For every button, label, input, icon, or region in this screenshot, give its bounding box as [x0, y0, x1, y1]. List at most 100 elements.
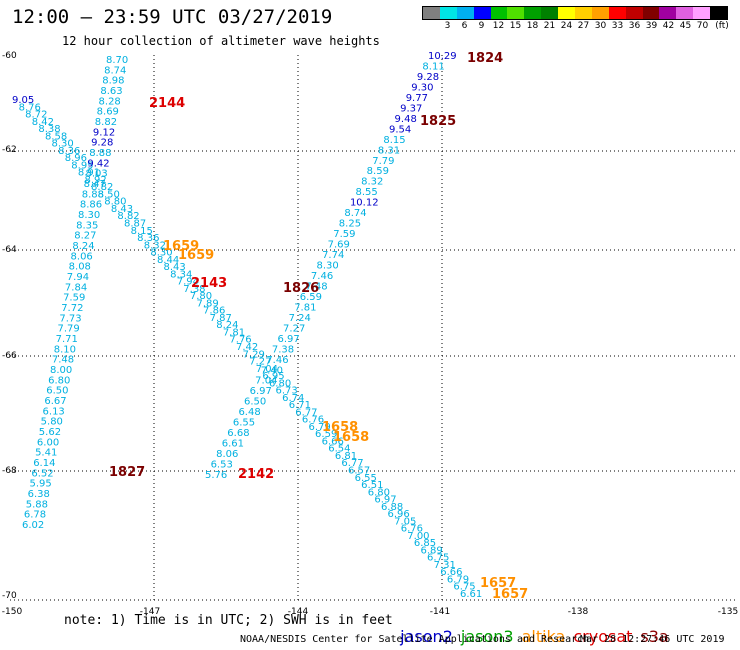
wave-height-label: 8.82 — [95, 117, 117, 128]
wave-height-label: 6.55 — [355, 473, 377, 484]
wave-height-label: 8.76 — [19, 102, 41, 113]
wave-height-label: 6.80 — [368, 487, 390, 498]
wave-height-label: 7.27 — [283, 323, 305, 334]
legend-label: 45 — [679, 21, 692, 31]
satellite-legend: jason2 jason3 altika cryosat s3a — [390, 608, 677, 646]
wave-height-label: 8.88 — [89, 148, 111, 159]
legend-swatch — [456, 7, 474, 19]
wave-height-label: 8.24 — [72, 241, 94, 252]
lon-tick-label: -147 — [140, 607, 160, 617]
wave-height-label: 7.59 — [63, 293, 85, 304]
wave-height-label: 5.62 — [39, 427, 61, 438]
lat-tick-label: -66 — [2, 351, 17, 361]
pass-time-label: 2143 — [191, 276, 227, 291]
wave-height-label: 8.03 — [85, 169, 107, 180]
wave-height-label: 8.43 — [164, 262, 186, 273]
wave-height-label: 6.61 — [222, 439, 244, 450]
wave-height-label: 7.87 — [210, 313, 232, 324]
wave-height-label: 6.76 — [401, 524, 423, 535]
wave-height-label: 8.06 — [71, 251, 93, 262]
wave-height-label: 6.81 — [335, 451, 357, 462]
wave-height-label: 7.94 — [177, 277, 199, 288]
page-subtitle: 12 hour collection of altimeter wave hei… — [62, 34, 380, 48]
wave-height-label: 7.42 — [236, 342, 258, 353]
wave-height-label: 6.67 — [44, 396, 66, 407]
wave-height-label: 6.66 — [322, 436, 344, 447]
lat-tick-label: -70 — [2, 591, 17, 601]
wave-height-label: 8.74 — [344, 208, 366, 219]
wave-height-label: 7.69 — [328, 240, 350, 251]
wave-height-tracks: 9.058.768.728.428.388.588.308.368.968.95… — [12, 51, 482, 600]
wave-height-label: 6.95 — [262, 371, 284, 382]
pass-time-label: 1658 — [322, 420, 358, 435]
wave-height-label: 6.48 — [238, 407, 260, 418]
wave-height-label: 8.10 — [54, 344, 76, 355]
footer-note: note: 1) Time is in UTC; 2) SWH is in fe… — [64, 613, 393, 628]
wave-height-label: 6.97 — [250, 386, 272, 397]
wave-height-label: 10.12 — [350, 198, 379, 209]
pass-time-label: 2144 — [149, 96, 185, 111]
wave-height-label: 7.48 — [305, 281, 327, 292]
wave-height-label: 6.38 — [28, 489, 50, 500]
wave-height-label: 8.32 — [144, 240, 166, 251]
legend-unit: (ft) — [715, 21, 729, 31]
pass-time-label: 1827 — [109, 465, 145, 480]
legend-label: 24 — [560, 21, 573, 31]
wave-height-label: 7.05 — [394, 516, 416, 527]
wave-height-label: 5.95 — [29, 479, 51, 490]
pass-time-label: 1826 — [283, 281, 319, 296]
wave-height-label: 7.76 — [229, 335, 251, 346]
wave-height-label: 8.70 — [106, 55, 128, 66]
wave-height-label: 8.32 — [361, 177, 383, 188]
wave-height-label: 7.79 — [57, 324, 79, 335]
wave-height-label: 5.88 — [26, 499, 48, 510]
map-grid — [10, 55, 735, 601]
wave-height-label: 7.38 — [272, 344, 294, 355]
pass-time-label: 1659 — [178, 248, 214, 263]
sat-s3a: s3a — [640, 627, 669, 646]
color-scale-labels: 3 6 9 12 15 18 21 24 27 30 33 36 39 42 45 70 (ft) — [422, 21, 732, 33]
wave-height-label: 7.79 — [372, 156, 394, 167]
legend-swatch — [575, 7, 592, 19]
wave-height-label: 9.30 — [411, 82, 433, 93]
wave-height-label: 8.30 — [52, 139, 74, 150]
wave-height-label: 6.89 — [420, 545, 442, 556]
lon-tick-label: -138 — [568, 607, 589, 617]
wave-height-label: 6.53 — [211, 460, 233, 471]
wave-height-label: 7.80 — [190, 291, 212, 302]
wave-height-label: 8.63 — [100, 86, 122, 97]
legend-swatch — [591, 7, 609, 19]
wave-height-label: 10.29 — [428, 51, 457, 62]
generated-timestamp: Mar 28 12:27:46 UTC 2019 — [580, 634, 725, 645]
legend-label: 15 — [509, 21, 522, 31]
wave-height-label: 7.04 — [255, 376, 277, 387]
wave-height-label: 8.36 — [58, 146, 80, 157]
wave-height-label: 7.86 — [203, 306, 225, 317]
wave-height-label: 7.46 — [266, 355, 288, 366]
wave-height-label: 6.66 — [440, 567, 462, 578]
wave-height-label: 6.68 — [227, 428, 249, 439]
legend-label: 39 — [645, 21, 658, 31]
wave-height-label: 8.38 — [38, 124, 60, 135]
lat-tick-label: -64 — [2, 245, 17, 255]
pass-time-label: 1659 — [163, 239, 199, 254]
wave-height-label: 8.91 — [78, 168, 100, 179]
wave-height-label: 8.31 — [378, 145, 400, 156]
wave-height-label: 7.73 — [59, 313, 81, 324]
wave-height-label: 8.06 — [216, 449, 238, 460]
pass-time-label: 1657 — [480, 576, 516, 591]
wave-height-label: 8.74 — [104, 65, 126, 76]
wave-height-label: 8.28 — [99, 96, 121, 107]
lat-tick-label: -60 — [2, 51, 17, 61]
wave-height-label: 8.27 — [74, 231, 96, 242]
wave-height-label: 8.34 — [170, 269, 192, 280]
legend-swatch — [608, 7, 626, 19]
wave-height-label: 6.02 — [22, 520, 44, 531]
wave-height-label: 8.50 — [98, 189, 120, 200]
wave-height-label: 9.42 — [87, 158, 109, 169]
wave-height-label: 8.00 — [50, 365, 72, 376]
wave-height-label: 6.97 — [277, 334, 299, 345]
wave-height-label: 6.77 — [295, 407, 317, 418]
wave-height-label: 7.31 — [434, 560, 456, 571]
legend-label: 30 — [594, 21, 607, 31]
